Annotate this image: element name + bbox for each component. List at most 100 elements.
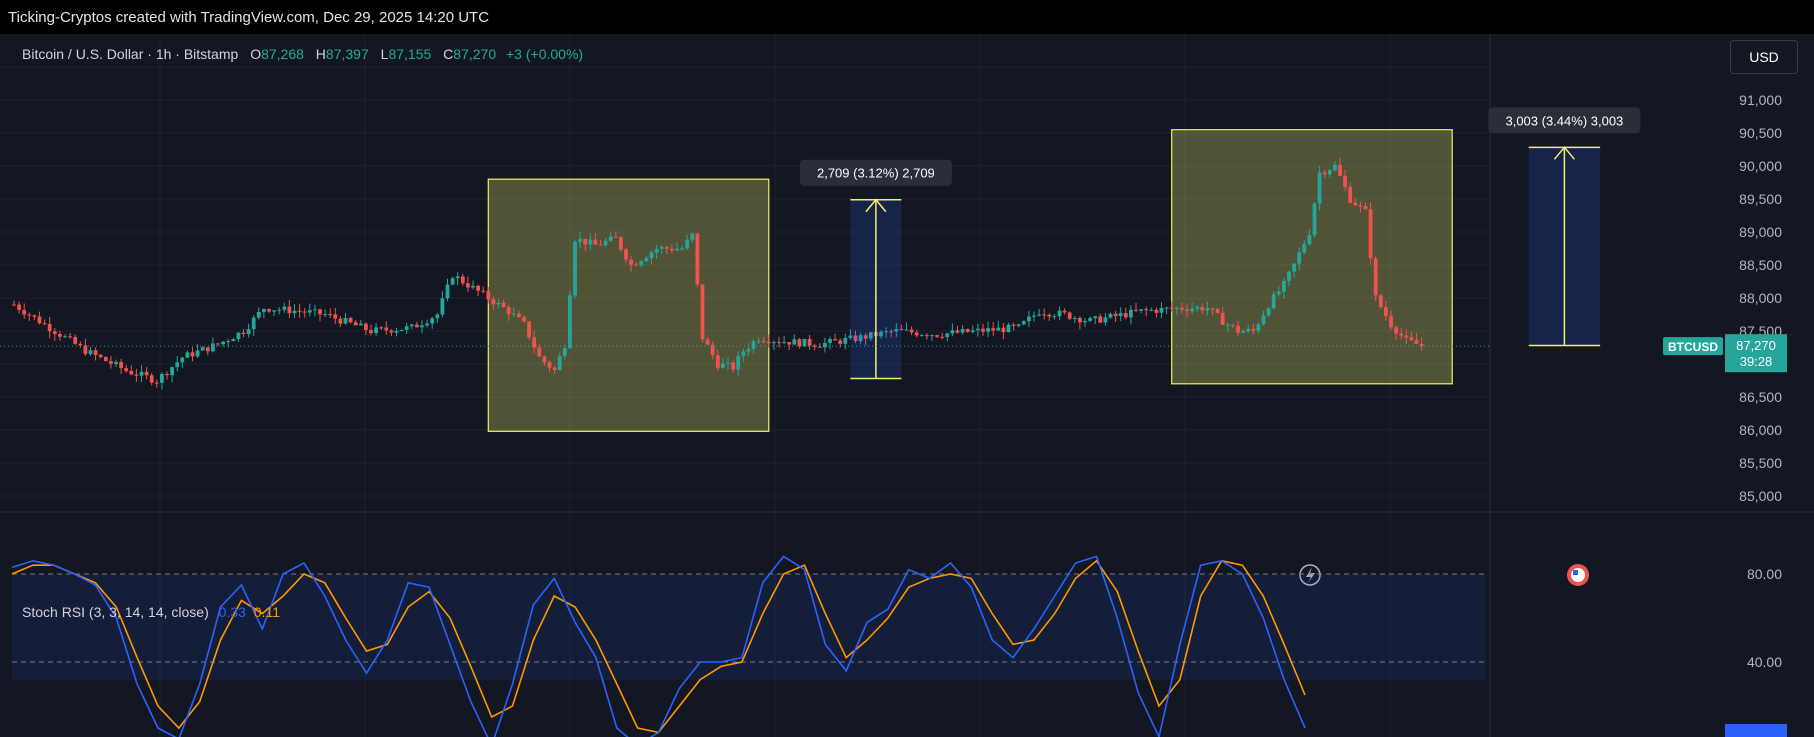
candle-body[interactable]: [287, 306, 292, 314]
candle-body[interactable]: [644, 258, 649, 262]
candle-body[interactable]: [1113, 313, 1118, 317]
candle-body[interactable]: [389, 330, 394, 333]
highlight-zone[interactable]: [1171, 129, 1453, 385]
candle-body[interactable]: [52, 331, 57, 335]
candle-body[interactable]: [1027, 316, 1031, 322]
candle-body[interactable]: [42, 323, 47, 325]
candle-body[interactable]: [1088, 318, 1092, 321]
candle-body[interactable]: [1144, 309, 1149, 311]
candle-body[interactable]: [823, 342, 827, 348]
candle-body[interactable]: [1419, 343, 1424, 346]
candle-body[interactable]: [369, 330, 373, 334]
candle-body[interactable]: [552, 367, 557, 371]
currency-button[interactable]: USD: [1730, 40, 1798, 74]
candle-body[interactable]: [1149, 309, 1154, 311]
candle-body[interactable]: [1129, 309, 1133, 318]
candle-body[interactable]: [715, 355, 720, 368]
candle-body[interactable]: [384, 327, 389, 331]
candle-body[interactable]: [506, 307, 511, 315]
candle-body[interactable]: [527, 321, 531, 338]
candle-body[interactable]: [1032, 315, 1036, 317]
candle-body[interactable]: [925, 335, 929, 337]
candle-body[interactable]: [1210, 308, 1215, 310]
candle-body[interactable]: [1358, 205, 1363, 207]
candle-body[interactable]: [1011, 324, 1016, 326]
candle-body[interactable]: [894, 329, 899, 332]
candle-body[interactable]: [639, 261, 644, 265]
candle-body[interactable]: [190, 352, 195, 357]
candle-body[interactable]: [741, 351, 746, 356]
candle-body[interactable]: [705, 339, 710, 345]
candle-body[interactable]: [267, 309, 271, 312]
candle-body[interactable]: [1348, 186, 1353, 203]
candle-body[interactable]: [950, 330, 955, 334]
candle-body[interactable]: [562, 348, 567, 357]
candle-body[interactable]: [37, 316, 42, 324]
candle-body[interactable]: [471, 285, 475, 288]
candle-body[interactable]: [812, 345, 817, 347]
candle-body[interactable]: [1404, 335, 1409, 338]
candle-body[interactable]: [73, 337, 78, 344]
candle-body[interactable]: [491, 299, 496, 305]
candle-body[interactable]: [721, 363, 725, 368]
candle-body[interactable]: [1139, 309, 1143, 311]
candle-body[interactable]: [1236, 325, 1240, 333]
candle-body[interactable]: [802, 339, 807, 347]
candle-body[interactable]: [1185, 309, 1189, 312]
candle-body[interactable]: [685, 239, 690, 249]
candle-body[interactable]: [797, 339, 802, 347]
candle-body[interactable]: [726, 362, 730, 364]
candle-body[interactable]: [180, 357, 185, 363]
candle-body[interactable]: [435, 314, 440, 319]
candle-body[interactable]: [216, 343, 220, 345]
candle-body[interactable]: [323, 314, 327, 316]
candle-body[interactable]: [1072, 317, 1077, 319]
candle-body[interactable]: [608, 236, 613, 241]
candle-body[interactable]: [1174, 307, 1179, 309]
candle-body[interactable]: [124, 368, 129, 371]
candle-body[interactable]: [272, 310, 276, 312]
candle-body[interactable]: [863, 335, 868, 339]
candle-body[interactable]: [511, 313, 516, 315]
candle-body[interactable]: [318, 309, 322, 315]
candle-body[interactable]: [588, 239, 593, 245]
candle-body[interactable]: [1231, 324, 1235, 326]
candle-body[interactable]: [976, 328, 980, 331]
candle-body[interactable]: [889, 331, 894, 333]
candle-body[interactable]: [664, 247, 669, 249]
candle-body[interactable]: [1037, 314, 1041, 316]
candle-body[interactable]: [792, 339, 797, 345]
candle-body[interactable]: [404, 326, 409, 330]
candle-body[interactable]: [1399, 333, 1404, 336]
candle-body[interactable]: [328, 314, 333, 316]
candle-body[interactable]: [165, 374, 169, 376]
candle-body[interactable]: [12, 304, 16, 306]
candle-body[interactable]: [455, 276, 460, 279]
candle-body[interactable]: [1368, 209, 1373, 259]
candle-body[interactable]: [246, 329, 251, 335]
candle-body[interactable]: [1282, 280, 1286, 292]
candle-body[interactable]: [675, 248, 679, 251]
candle-body[interactable]: [542, 356, 547, 363]
candle-body[interactable]: [695, 233, 700, 285]
candle-body[interactable]: [1118, 313, 1123, 317]
candle-body[interactable]: [1394, 327, 1398, 334]
candle-body[interactable]: [1220, 312, 1225, 325]
candle-body[interactable]: [593, 239, 598, 245]
candle-body[interactable]: [129, 370, 134, 375]
candle-body[interactable]: [1276, 291, 1281, 295]
candle-body[interactable]: [613, 236, 618, 238]
candle-body[interactable]: [1414, 340, 1419, 344]
candle-body[interactable]: [710, 344, 715, 356]
candle-body[interactable]: [292, 310, 297, 314]
candle-body[interactable]: [1190, 308, 1194, 312]
candle-body[interactable]: [205, 347, 210, 352]
candle-body[interactable]: [170, 367, 174, 376]
candle-body[interactable]: [481, 290, 486, 292]
candle-body[interactable]: [1297, 252, 1302, 264]
candle-body[interactable]: [1363, 205, 1368, 210]
candle-body[interactable]: [154, 382, 159, 384]
candle-body[interactable]: [532, 337, 537, 348]
candle-body[interactable]: [1378, 295, 1383, 308]
candle-body[interactable]: [1123, 313, 1128, 318]
